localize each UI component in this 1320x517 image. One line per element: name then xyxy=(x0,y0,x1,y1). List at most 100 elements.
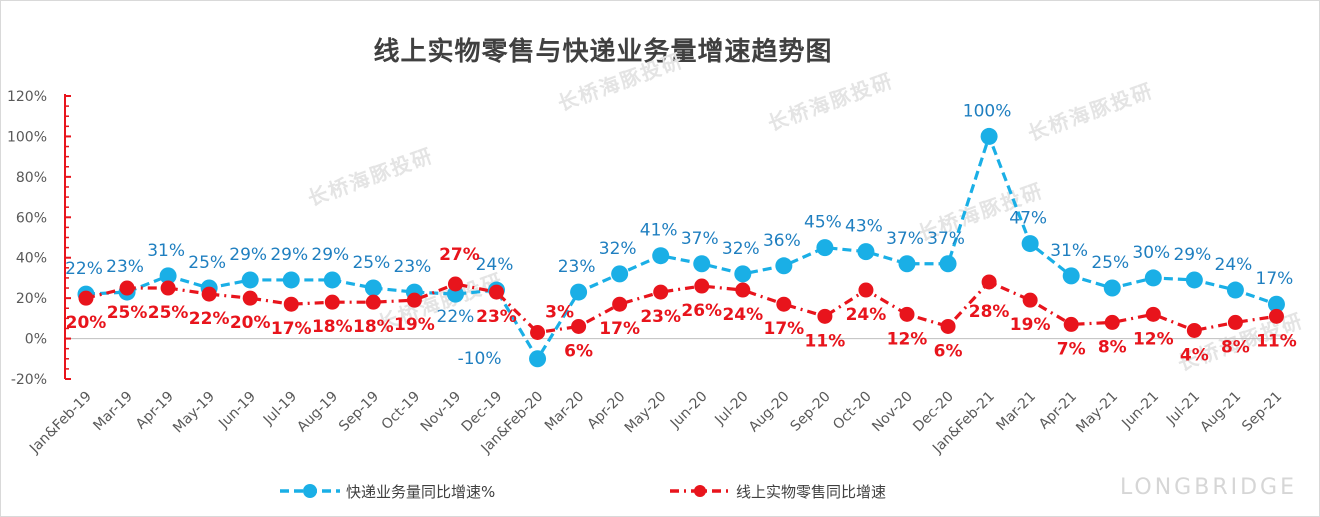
data-label-0-25: 25% xyxy=(1091,253,1129,273)
x-tick-label-1: Mar-19 xyxy=(90,389,136,435)
watermark-text-2: 长桥海豚投研 xyxy=(1025,78,1157,146)
x-tick-label-8: Oct-19 xyxy=(379,389,424,434)
data-point-1-6 xyxy=(324,294,340,310)
data-point-1-26 xyxy=(1145,306,1161,322)
x-tick-label-9: Nov-19 xyxy=(418,389,465,436)
data-label-1-2: 25% xyxy=(148,303,189,323)
data-point-0-18 xyxy=(816,239,834,257)
data-point-1-14 xyxy=(653,284,669,300)
x-tick-label-20: Nov-20 xyxy=(869,389,916,436)
data-label-0-21: 37% xyxy=(927,229,965,249)
data-point-1-17 xyxy=(776,296,792,312)
data-label-1-8: 19% xyxy=(394,315,435,335)
data-label-1-0: 20% xyxy=(66,313,107,333)
data-point-0-2 xyxy=(159,267,177,285)
data-label-1-6: 18% xyxy=(312,317,353,337)
data-point-0-29 xyxy=(1267,295,1285,313)
data-label-1-13: 17% xyxy=(599,319,640,339)
data-label-0-3: 25% xyxy=(188,253,226,273)
data-label-1-16: 24% xyxy=(722,305,763,325)
data-point-1-9 xyxy=(447,276,463,292)
data-point-0-28 xyxy=(1226,281,1244,299)
data-label-1-24: 7% xyxy=(1057,339,1086,359)
x-tick-label-18: Sep-20 xyxy=(788,389,834,435)
x-tick-label-15: Jun-20 xyxy=(667,389,711,433)
data-label-1-14: 23% xyxy=(640,307,681,327)
data-point-0-12 xyxy=(570,283,588,301)
data-label-0-6: 29% xyxy=(311,245,349,265)
data-label-1-29: 11% xyxy=(1256,331,1297,351)
data-point-0-14 xyxy=(652,247,670,265)
watermark-text-1: 长桥海豚投研 xyxy=(305,143,437,211)
data-point-1-29 xyxy=(1268,308,1284,324)
data-label-0-29: 17% xyxy=(1256,269,1294,289)
data-label-0-17: 36% xyxy=(763,231,801,251)
x-tick-label-16: Jul-20 xyxy=(711,389,751,429)
data-label-0-27: 29% xyxy=(1173,245,1211,265)
longbridge-watermark: LONGBRIDGE xyxy=(1119,475,1297,500)
data-label-0-0: 22% xyxy=(65,259,103,279)
data-label-0-13: 32% xyxy=(599,239,637,259)
legend-item-online-retail: 线上实物零售同比增速 xyxy=(670,481,887,502)
data-point-0-26 xyxy=(1144,269,1162,287)
data-label-0-2: 31% xyxy=(147,241,185,261)
x-tick-label-4: Jun-19 xyxy=(215,389,259,433)
data-point-1-15 xyxy=(694,278,710,294)
data-label-1-12: 6% xyxy=(564,341,593,361)
data-point-1-2 xyxy=(160,280,176,296)
data-point-0-20 xyxy=(898,255,916,273)
data-label-0-1: 23% xyxy=(106,257,144,277)
data-label-1-4: 20% xyxy=(230,313,271,333)
data-label-0-5: 29% xyxy=(270,245,308,265)
data-label-1-11: 3% xyxy=(545,303,574,323)
data-point-1-20 xyxy=(899,306,915,322)
data-label-0-11: -10% xyxy=(458,349,502,369)
data-label-0-20: 37% xyxy=(886,229,924,249)
data-point-1-3 xyxy=(201,286,217,302)
data-label-0-24: 31% xyxy=(1050,241,1088,261)
data-label-1-19: 24% xyxy=(846,305,887,325)
data-point-0-6 xyxy=(323,271,341,289)
data-label-1-10: 23% xyxy=(476,307,517,327)
data-point-1-0 xyxy=(78,290,94,306)
data-point-0-13 xyxy=(611,265,629,283)
legend-swatch-online-retail xyxy=(670,485,730,497)
data-point-0-22 xyxy=(980,127,998,145)
data-point-0-21 xyxy=(939,255,957,273)
legend-item-express: 快递业务量同比增速% xyxy=(280,481,496,502)
data-point-1-8 xyxy=(406,292,422,308)
data-label-0-4: 29% xyxy=(229,245,267,265)
data-label-0-10: 24% xyxy=(476,255,514,275)
legend-label-online-retail: 线上实物零售同比增速 xyxy=(736,483,887,501)
data-point-1-23 xyxy=(1022,292,1038,308)
data-point-0-15 xyxy=(693,255,711,273)
data-point-1-7 xyxy=(365,294,381,310)
legend-swatch-express xyxy=(280,484,340,498)
data-label-1-22: 28% xyxy=(969,302,1010,322)
y-tick-label-0: 120% xyxy=(7,89,47,105)
data-label-1-26: 12% xyxy=(1133,329,1174,349)
x-tick-label-7: Sep-19 xyxy=(336,389,382,435)
x-tick-label-19: Oct-20 xyxy=(830,389,875,434)
x-tick-label-23: Mar-21 xyxy=(993,389,1039,435)
data-point-0-17 xyxy=(775,257,793,275)
x-tick-label-29: Sep-21 xyxy=(1239,389,1285,435)
data-label-0-16: 32% xyxy=(722,239,760,259)
x-tick-label-28: Aug-21 xyxy=(1197,389,1244,436)
legend-label-express: 快递业务量同比增速% xyxy=(346,483,496,501)
data-label-0-28: 24% xyxy=(1215,255,1253,275)
data-point-1-13 xyxy=(612,296,628,312)
data-point-0-5 xyxy=(282,271,300,289)
x-tick-label-3: May-19 xyxy=(170,389,218,437)
x-tick-label-17: Aug-20 xyxy=(746,389,793,436)
data-point-1-18 xyxy=(817,308,833,324)
data-label-1-7: 18% xyxy=(353,317,394,337)
x-tick-label-27: Jul-21 xyxy=(1163,389,1203,429)
x-tick-label-26: Jun-21 xyxy=(1118,389,1162,433)
y-tick-label-7: -20% xyxy=(11,372,47,388)
data-point-0-27 xyxy=(1185,271,1203,289)
data-point-1-4 xyxy=(242,290,258,306)
data-label-1-3: 22% xyxy=(189,309,230,329)
data-label-1-25: 8% xyxy=(1098,337,1127,357)
x-tick-label-0: Jan&Feb-19 xyxy=(26,389,95,458)
